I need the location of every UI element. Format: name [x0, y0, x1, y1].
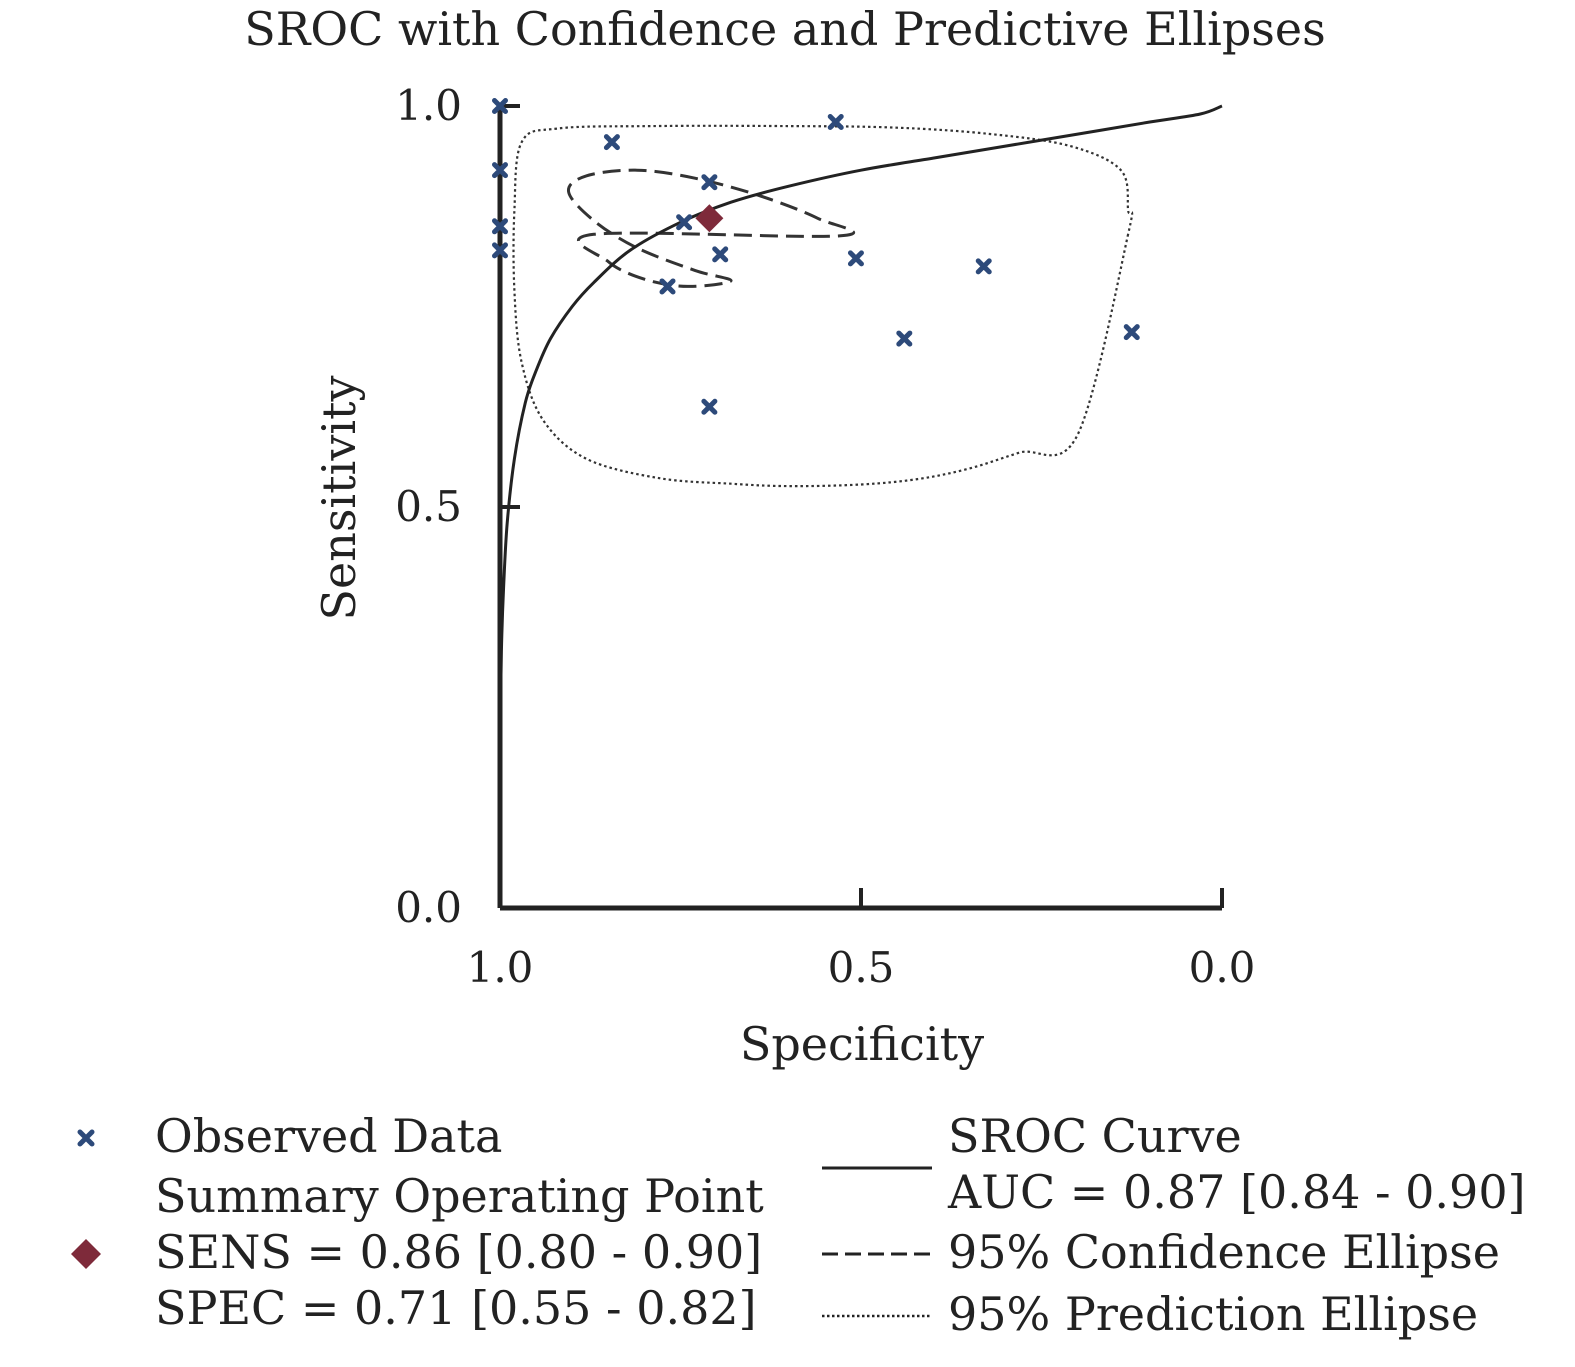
y-axis-label: Sensitivity — [312, 375, 366, 620]
observed-data-point — [712, 246, 729, 263]
observed-data-point — [847, 250, 864, 267]
x-axis-label: Specificity — [740, 1017, 984, 1071]
axes-layer: 0.0 0.5 1.0 1.0 0.5 0.0 — [395, 81, 1255, 992]
legend-observed-symbol — [77, 1129, 95, 1147]
legend-sroc-line: AUC = 0.87 [0.84 - 0.90] — [947, 1165, 1526, 1219]
legend-confidence-label: 95% Confidence Ellipse — [948, 1225, 1500, 1279]
curves-layer — [498, 104, 1223, 748]
y-tick-label: 0.0 — [395, 883, 462, 932]
observed-data-point — [676, 214, 693, 231]
prediction-ellipse — [512, 124, 1134, 488]
observed-data-point — [492, 242, 508, 259]
observed-data-point — [701, 174, 718, 191]
x-tick-label: 0.0 — [1189, 943, 1256, 992]
legend-observed-label: Observed Data — [155, 1109, 502, 1163]
legend-summary-line: SENS = 0.86 [0.80 - 0.90] — [155, 1225, 762, 1279]
legend-summary-symbol — [71, 1239, 101, 1269]
observed-data-point — [492, 162, 508, 179]
legend-sroc-line: SROC Curve — [948, 1109, 1242, 1163]
legend-prediction-label: 95% Prediction Ellipse — [948, 1287, 1478, 1341]
sroc-curve — [498, 104, 1223, 748]
legend: Observed Data Summary Operating PointSENS… — [71, 1109, 1526, 1341]
observed-data-point — [492, 98, 508, 114]
observed-data-point — [701, 398, 718, 415]
x-tick-label: 1.0 — [467, 943, 534, 992]
observed-data-point — [659, 278, 676, 295]
observed-data-point — [492, 218, 508, 235]
observed-data-point — [975, 258, 992, 275]
x-tick-label: 0.5 — [828, 943, 895, 992]
summary-operating-point — [695, 204, 724, 233]
observed-data-point — [827, 114, 844, 131]
observed-data-point — [1123, 324, 1140, 341]
points-layer — [492, 98, 1140, 415]
y-tick-label: 1.0 — [395, 81, 462, 130]
chart-title: SROC with Confidence and Predictive Elli… — [244, 2, 1325, 56]
observed-data-point — [603, 134, 620, 151]
plot-area: 0.0 0.5 1.0 1.0 0.5 0.0 — [395, 81, 1255, 992]
y-tick-label: 0.5 — [395, 482, 462, 531]
legend-summary-line: Summary Operating Point — [155, 1169, 764, 1223]
legend-summary-line: SPEC = 0.71 [0.55 - 0.82] — [155, 1281, 757, 1335]
observed-data-point — [896, 330, 913, 347]
